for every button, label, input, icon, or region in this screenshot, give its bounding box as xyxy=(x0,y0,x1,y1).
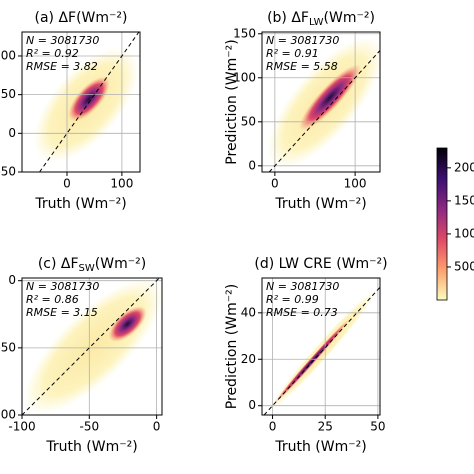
x-tick-label: 0 xyxy=(271,177,279,191)
axes-frame xyxy=(261,277,381,416)
annotation: R² = 0.91 xyxy=(266,47,319,60)
y-axis-label: Prediction (Wm⁻²) xyxy=(224,39,240,164)
density-core xyxy=(68,76,110,122)
title-part: (Wm⁻²) xyxy=(324,10,375,26)
colorbar-tick-label: 1500 xyxy=(454,193,474,207)
annotation: RMSE = 5.58 xyxy=(266,60,338,73)
x-tick-label: 25 xyxy=(318,420,333,434)
density xyxy=(33,47,139,163)
x-tick-label: 0 xyxy=(63,177,71,191)
x-tick-label: 100 xyxy=(110,177,133,191)
x-axis-label: Truth (Wm⁻²) xyxy=(34,196,126,212)
density xyxy=(23,278,162,415)
annotation: N = 3081730 xyxy=(26,34,99,47)
y-tick-label: 0 xyxy=(248,158,256,172)
y-tick-label: 100 xyxy=(0,48,16,62)
y-tick-label: -50 xyxy=(0,165,16,179)
y-axis-label: Prediction (Wm⁻²) xyxy=(224,284,240,409)
x-axis-label: Truth (Wm⁻²) xyxy=(45,439,137,455)
axes-frame xyxy=(21,31,141,173)
y-tick-label: 40 xyxy=(241,305,256,319)
annotation: RMSE = 0.73 xyxy=(266,306,338,319)
one-to-one-line xyxy=(263,286,381,416)
density-core xyxy=(272,317,351,406)
one-to-one-line xyxy=(39,31,140,173)
y-tick-label: 50 xyxy=(241,114,256,128)
colorbar-tick-label: 2000 xyxy=(454,160,474,174)
y-tick-label: 100 xyxy=(233,70,256,84)
x-axis-label: Truth (Wm⁻²) xyxy=(274,439,366,455)
x-tick-label: 100 xyxy=(344,177,367,191)
y-tick-label: 0 xyxy=(248,398,256,412)
panel-title: (d) LW CRE (Wm⁻²) xyxy=(254,256,387,272)
colorbar-tick-label: 500 xyxy=(454,259,474,273)
y-tick-label: -50 xyxy=(0,340,16,354)
title-part: (d) LW CRE (Wm⁻²) xyxy=(254,256,387,272)
x-tick-label: 0 xyxy=(153,420,161,434)
y-tick-label: 50 xyxy=(1,87,16,101)
x-tick-label: -100 xyxy=(8,420,35,434)
title-part: (Wm⁻²) xyxy=(95,256,146,272)
x-tick-label: -50 xyxy=(80,420,100,434)
annotation: RMSE = 3.82 xyxy=(26,60,98,73)
x-axis-label: Truth (Wm⁻²) xyxy=(274,196,366,212)
axes-frame xyxy=(261,31,381,173)
density xyxy=(266,36,380,169)
annotation: RMSE = 3.15 xyxy=(26,306,98,319)
title-part: (b) ΔF xyxy=(267,10,309,26)
x-tick-label: 0 xyxy=(269,420,277,434)
x-tick-label: 50 xyxy=(370,420,385,434)
annotation: N = 3081730 xyxy=(266,34,339,47)
annotation: N = 3081730 xyxy=(26,280,99,293)
y-tick-label: 150 xyxy=(233,26,256,40)
one-to-one-line xyxy=(21,277,160,416)
panel-title: (b) ΔFLW(Wm⁻²) xyxy=(267,10,375,28)
density-core xyxy=(298,64,362,131)
panel-title: (c) ΔFSW(Wm⁻²) xyxy=(38,256,146,274)
panel-title: (a) ΔF(Wm⁻²) xyxy=(35,10,128,26)
annotation: R² = 0.86 xyxy=(26,293,79,306)
title-part: (c) ΔF xyxy=(38,256,79,272)
annotation: R² = 0.99 xyxy=(266,293,319,306)
density-core xyxy=(108,306,147,342)
title-part: SW xyxy=(79,263,95,274)
y-tick-label: 20 xyxy=(241,352,256,366)
title-part: (a) ΔF(Wm⁻²) xyxy=(35,10,128,26)
y-tick-label: 0 xyxy=(8,126,16,140)
annotation: N = 3081730 xyxy=(266,280,339,293)
y-tick-label: 0 xyxy=(8,273,16,287)
title-part: LW xyxy=(309,17,324,28)
colorbar xyxy=(436,147,448,301)
annotation: R² = 0.92 xyxy=(26,47,79,60)
axes-frame xyxy=(21,277,163,416)
y-tick-label: -100 xyxy=(0,408,16,422)
